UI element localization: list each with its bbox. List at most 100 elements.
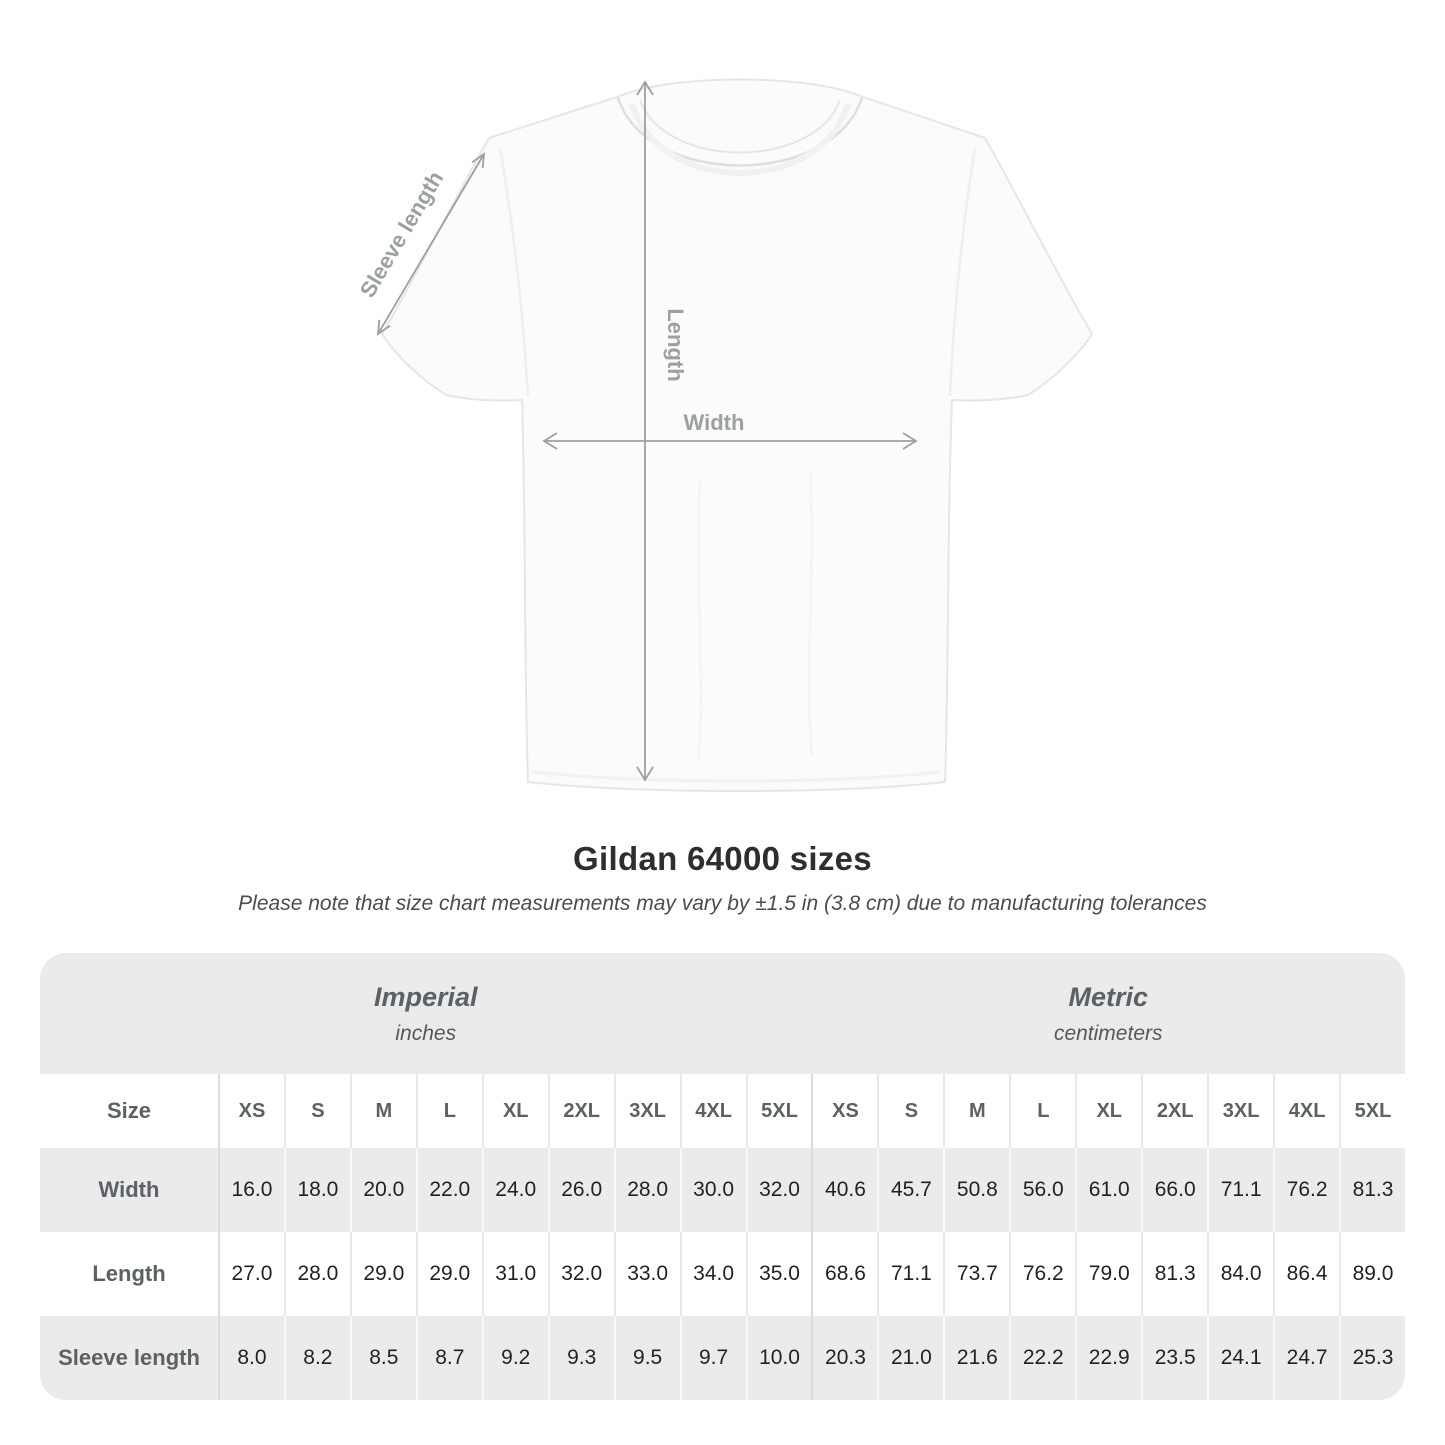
metric-value-cell: 66.0: [1141, 1148, 1208, 1232]
imperial-value-cell: 34.0: [679, 1232, 746, 1316]
page-title: Gildan 64000 sizes: [573, 840, 872, 877]
metric-value-cell: 86.4: [1273, 1232, 1340, 1316]
metric-value-cell: 71.1: [1207, 1148, 1274, 1232]
imperial-value-cell: 8.2: [283, 1316, 350, 1400]
tshirt-collar-outer: [616, 97, 864, 167]
size-column-header: S: [283, 1074, 350, 1148]
imperial-value-cell: 9.7: [679, 1316, 746, 1400]
metric-value-cell: 56.0: [1009, 1148, 1076, 1232]
tshirt-left-sleeve-seam: [498, 147, 530, 397]
metric-value-cell: 23.5: [1141, 1316, 1208, 1400]
measurement-row-label: Width: [40, 1148, 218, 1232]
metric-value-cell: 84.0: [1207, 1232, 1274, 1316]
imperial-value-cell: 8.7: [415, 1316, 482, 1400]
imperial-unit: inches: [395, 1021, 457, 1045]
size-column-header: 5XL: [1339, 1074, 1405, 1148]
metric-value-cell: 22.9: [1075, 1316, 1142, 1400]
imperial-value-cell: 9.2: [481, 1316, 548, 1400]
tshirt-collar-inner: [639, 99, 841, 154]
imperial-value-cell: 35.0: [745, 1232, 812, 1316]
imperial-value-cell: 28.0: [283, 1232, 350, 1316]
imperial-value-cell: 27.0: [218, 1232, 284, 1316]
imperial-value-cell: 8.5: [349, 1316, 416, 1400]
imperial-value-cell: 29.0: [349, 1232, 416, 1316]
size-column-header: 3XL: [1207, 1074, 1274, 1148]
metric-value-cell: 68.6: [811, 1232, 878, 1316]
metric-value-cell: 71.1: [877, 1232, 944, 1316]
tshirt-measurement-diagram: Width Length Sleeve length: [355, 78, 1094, 792]
size-column-header: XL: [1075, 1074, 1142, 1148]
metric-unit: centimeters: [1053, 1021, 1163, 1045]
metric-value-cell: 76.2: [1273, 1148, 1340, 1232]
imperial-value-cell: 32.0: [745, 1148, 812, 1232]
tshirt-hem-line: [531, 770, 941, 783]
metric-value-cell: 81.3: [1339, 1148, 1405, 1232]
imperial-value-cell: 31.0: [481, 1232, 548, 1316]
metric-value-cell: 89.0: [1339, 1232, 1405, 1316]
metric-value-cell: 73.7: [943, 1232, 1010, 1316]
metric-value-cell: 40.6: [811, 1148, 878, 1232]
imperial-value-cell: 30.0: [679, 1148, 746, 1232]
size-column-header: 4XL: [1273, 1074, 1340, 1148]
metric-value-cell: 45.7: [877, 1148, 944, 1232]
imperial-value-cell: 24.0: [481, 1148, 548, 1232]
tshirt-wrinkle: [807, 469, 814, 756]
size-column-header: 3XL: [613, 1074, 680, 1148]
imperial-value-cell: 32.0: [547, 1232, 614, 1316]
metric-value-cell: 20.3: [811, 1316, 878, 1400]
size-column-header: L: [415, 1074, 482, 1148]
metric-value-cell: 76.2: [1009, 1232, 1076, 1316]
size-row-label: Size: [40, 1074, 218, 1148]
size-column-header: 4XL: [679, 1074, 746, 1148]
imperial-value-cell: 9.3: [547, 1316, 614, 1400]
imperial-value-cell: 20.0: [349, 1148, 416, 1232]
metric-value-cell: 24.1: [1207, 1316, 1274, 1400]
tshirt-image: [380, 78, 1094, 792]
imperial-value-cell: 22.0: [415, 1148, 482, 1232]
metric-value-cell: 61.0: [1075, 1148, 1142, 1232]
size-column-header: M: [349, 1074, 416, 1148]
imperial-title: Imperial: [373, 981, 478, 1012]
metric-value-cell: 22.2: [1009, 1316, 1076, 1400]
imperial-value-cell: 33.0: [613, 1232, 680, 1316]
size-column-header: 2XL: [547, 1074, 614, 1148]
width-label: Width: [684, 410, 745, 435]
imperial-value-cell: 18.0: [283, 1148, 350, 1232]
size-column-header: M: [943, 1074, 1010, 1148]
length-label: Length: [663, 308, 688, 381]
measurement-row-label: Length: [40, 1232, 218, 1316]
imperial-value-cell: 10.0: [745, 1316, 812, 1400]
size-table-grid: Imperial inches Metric centimeters Size X…: [40, 953, 1405, 1400]
metric-section-header: Metric centimeters: [811, 953, 1405, 1074]
metric-value-cell: 50.8: [943, 1148, 1010, 1232]
measurement-row-label: Sleeve length: [40, 1316, 218, 1400]
metric-value-cell: 81.3: [1141, 1232, 1208, 1316]
sleeve-length-arrow: [376, 152, 486, 336]
size-column-header: S: [877, 1074, 944, 1148]
imperial-section-header: Imperial inches: [40, 953, 812, 1074]
metric-title: Metric: [1068, 981, 1148, 1012]
imperial-value-cell: 16.0: [218, 1148, 284, 1232]
size-column-header: 2XL: [1141, 1074, 1208, 1148]
tshirt-diagram-svg: Width Length Sleeve length: [355, 78, 1094, 792]
tshirt-collar-shadow: [629, 103, 851, 176]
imperial-value-cell: 28.0: [613, 1148, 680, 1232]
width-arrow: [542, 432, 918, 450]
size-column-header: L: [1009, 1074, 1076, 1148]
size-column-header: 5XL: [745, 1074, 812, 1148]
tshirt-wrinkle: [696, 479, 703, 761]
size-column-header: XS: [218, 1074, 284, 1148]
title-block: Gildan 64000 sizes Please note that size…: [0, 840, 1445, 916]
imperial-value-cell: 26.0: [547, 1148, 614, 1232]
length-arrow: [636, 80, 654, 782]
metric-value-cell: 24.7: [1273, 1316, 1340, 1400]
metric-value-cell: 21.6: [943, 1316, 1010, 1400]
imperial-value-cell: 9.5: [613, 1316, 680, 1400]
metric-value-cell: 21.0: [877, 1316, 944, 1400]
imperial-value-cell: 29.0: [415, 1232, 482, 1316]
size-table: Imperial inches Metric centimeters Size X…: [40, 953, 1405, 1400]
size-column-header: XL: [481, 1074, 548, 1148]
metric-value-cell: 25.3: [1339, 1316, 1405, 1400]
tshirt-right-sleeve-seam: [948, 147, 977, 397]
tolerance-note: Please note that size chart measurements…: [238, 892, 1207, 915]
